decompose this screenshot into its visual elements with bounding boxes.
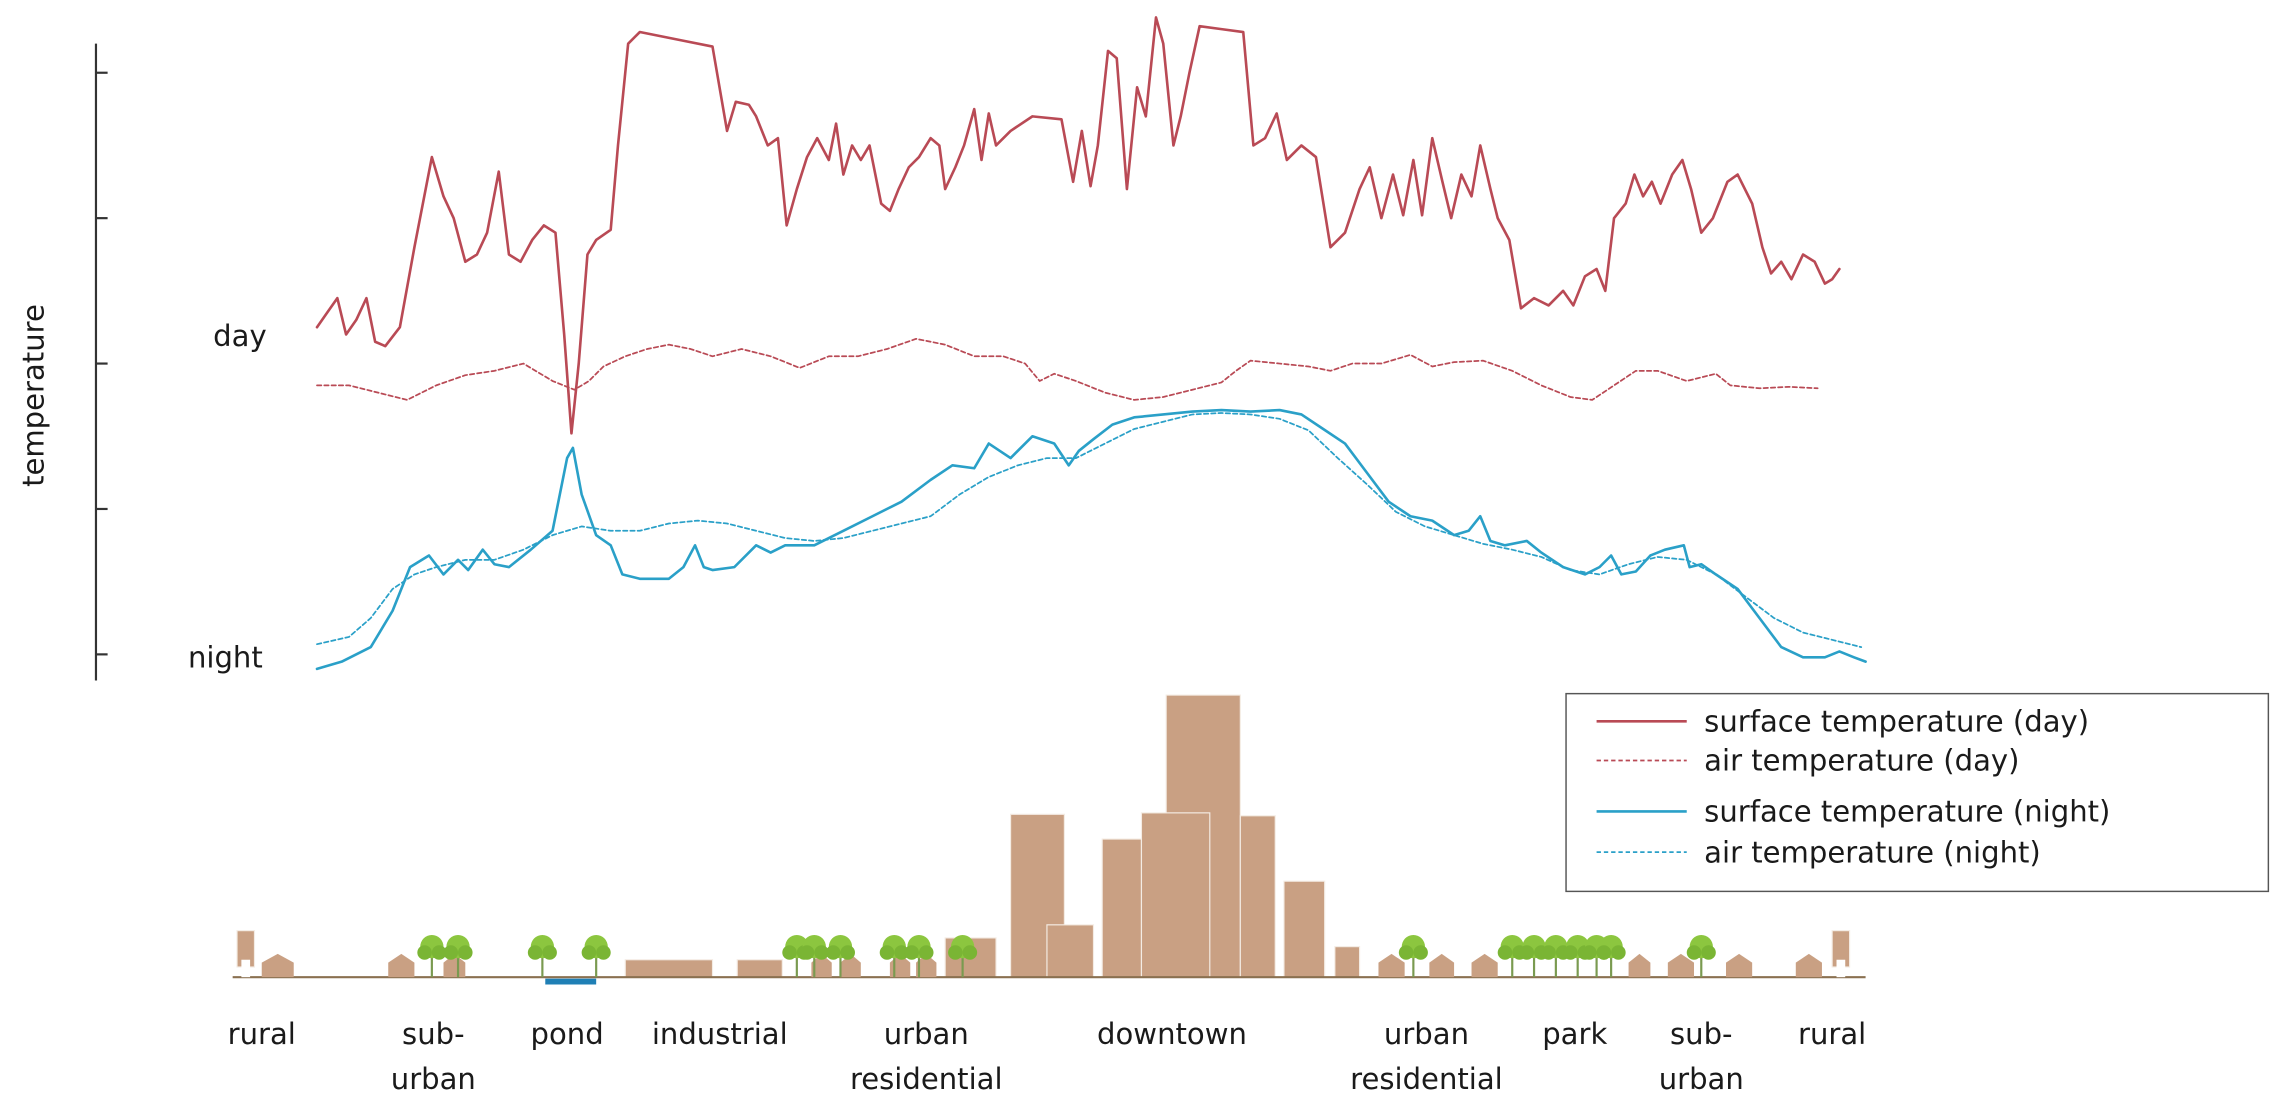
- tree-crown: [1398, 945, 1414, 960]
- tree: [581, 935, 611, 978]
- tree-crown: [1541, 945, 1556, 960]
- tree-crown: [918, 945, 934, 960]
- zone-label: rural: [228, 1017, 296, 1051]
- building: [1140, 812, 1211, 978]
- tree-crown: [458, 945, 473, 960]
- tree-crown: [814, 945, 829, 960]
- tree-crown: [879, 945, 895, 960]
- tree-crown: [894, 945, 909, 960]
- tree-crown: [1611, 945, 1626, 960]
- tree-crown: [782, 945, 797, 960]
- tree-crown: [799, 945, 815, 960]
- house: [1795, 953, 1822, 978]
- house: [261, 953, 294, 978]
- tree-crown: [904, 945, 919, 960]
- landscape: [232, 694, 1866, 985]
- legend-label: surface temperature (day): [1704, 704, 2089, 738]
- door: [1836, 959, 1846, 978]
- building: [1334, 946, 1361, 978]
- zone-label: sub-: [1670, 1017, 1733, 1051]
- day-air-curve: [316, 337, 1819, 401]
- zone-label: residential: [850, 1062, 1003, 1095]
- house: [1725, 953, 1753, 978]
- legend-label: surface temperature (night): [1704, 795, 2110, 829]
- tree-crown: [1519, 945, 1535, 960]
- house: [1471, 953, 1498, 978]
- building: [736, 959, 783, 978]
- house: [916, 953, 937, 978]
- tree: [904, 935, 934, 978]
- tree-crown: [542, 945, 557, 960]
- building: [1046, 924, 1095, 978]
- tree-crown: [431, 945, 447, 960]
- house: [1429, 953, 1455, 978]
- house: [443, 953, 466, 978]
- tree: [417, 935, 447, 978]
- downtown-buildings: [236, 694, 1851, 978]
- zone-label: urban: [1384, 1017, 1469, 1051]
- tree-crown: [840, 945, 855, 960]
- zone-label: park: [1542, 1017, 1607, 1051]
- zone-label: sub-: [402, 1017, 465, 1051]
- building: [1101, 838, 1143, 978]
- tree-crown: [1686, 945, 1702, 960]
- zone-label: urban: [391, 1062, 476, 1095]
- curve-label: day: [213, 319, 267, 353]
- tree: [1596, 935, 1626, 978]
- zone-label: rural: [1798, 1017, 1866, 1051]
- legend: surface temperature (day) air temperatur…: [1565, 692, 2270, 893]
- building: [624, 959, 714, 978]
- tree: [948, 935, 978, 978]
- curve-label: night: [188, 640, 263, 674]
- day-surface-curve: [315, 16, 1841, 435]
- tree: [527, 935, 557, 978]
- tree: [825, 935, 855, 978]
- zone-labels: rural sub-urban pond industrial urban residen…: [228, 1017, 1867, 1095]
- tree-crown: [1596, 945, 1612, 960]
- zone-label: pond: [531, 1017, 604, 1051]
- tree-crown: [581, 945, 597, 960]
- night-air-curve: [316, 412, 1863, 648]
- tree-crown: [1413, 945, 1428, 960]
- zone-label: urban: [1659, 1062, 1744, 1095]
- tree-crown: [962, 945, 978, 960]
- legend-label: air temperature (night): [1704, 835, 2041, 869]
- tree-crown: [1497, 945, 1513, 960]
- tree-crown: [596, 945, 611, 960]
- door: [241, 959, 251, 978]
- house: [840, 953, 861, 978]
- tree: [1398, 935, 1428, 978]
- house: [1628, 953, 1651, 978]
- tree-crown: [1701, 945, 1716, 960]
- tree-crown: [1582, 945, 1597, 960]
- house: [388, 953, 415, 978]
- tree: [1686, 935, 1716, 978]
- zone-label: urban: [884, 1017, 969, 1051]
- axis-label: temperature: [17, 304, 51, 487]
- house: [1378, 953, 1405, 978]
- night-surface-curve: [315, 408, 1867, 671]
- tree-crown: [417, 945, 432, 960]
- house: [1667, 953, 1695, 978]
- tree: [799, 935, 829, 978]
- legend-box: [1565, 692, 2270, 893]
- house: [811, 953, 832, 978]
- zone-label: residential: [1350, 1062, 1503, 1095]
- legend-label: air temperature (day): [1704, 744, 2019, 778]
- y-axis: [94, 43, 108, 681]
- tree-crown: [1563, 945, 1578, 960]
- tree-crown: [443, 945, 459, 960]
- tree-crown: [948, 945, 963, 960]
- tree-crown: [527, 945, 543, 960]
- building: [1283, 880, 1326, 978]
- tree: [443, 935, 473, 978]
- building: [1239, 815, 1276, 978]
- zone-label: industrial: [652, 1017, 788, 1051]
- tree: [879, 935, 909, 978]
- zone-label: downtown: [1097, 1017, 1247, 1051]
- tree-crown: [825, 945, 841, 960]
